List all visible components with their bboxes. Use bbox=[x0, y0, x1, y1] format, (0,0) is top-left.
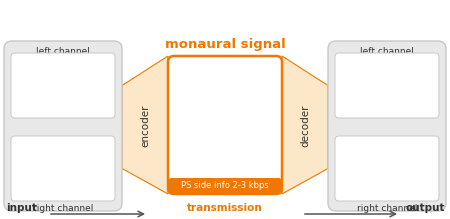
FancyBboxPatch shape bbox=[168, 178, 282, 194]
Text: PS side info 2-3 kbps: PS side info 2-3 kbps bbox=[181, 182, 269, 191]
Text: right channel: right channel bbox=[33, 204, 93, 213]
Text: right channel: right channel bbox=[357, 204, 417, 213]
Text: encoder: encoder bbox=[140, 105, 150, 147]
Text: decoder: decoder bbox=[300, 105, 310, 147]
Text: input: input bbox=[7, 203, 37, 213]
FancyBboxPatch shape bbox=[11, 136, 115, 201]
FancyBboxPatch shape bbox=[335, 53, 439, 118]
FancyBboxPatch shape bbox=[4, 41, 122, 211]
Text: transmission: transmission bbox=[187, 203, 263, 213]
FancyBboxPatch shape bbox=[168, 56, 282, 194]
Polygon shape bbox=[122, 56, 168, 194]
Text: monaural signal: monaural signal bbox=[165, 38, 285, 51]
FancyBboxPatch shape bbox=[328, 41, 446, 211]
FancyBboxPatch shape bbox=[11, 53, 115, 118]
Text: left channel: left channel bbox=[36, 47, 90, 56]
FancyBboxPatch shape bbox=[335, 136, 439, 201]
Polygon shape bbox=[282, 56, 328, 194]
Text: left channel: left channel bbox=[360, 47, 414, 56]
Text: output: output bbox=[405, 203, 445, 213]
